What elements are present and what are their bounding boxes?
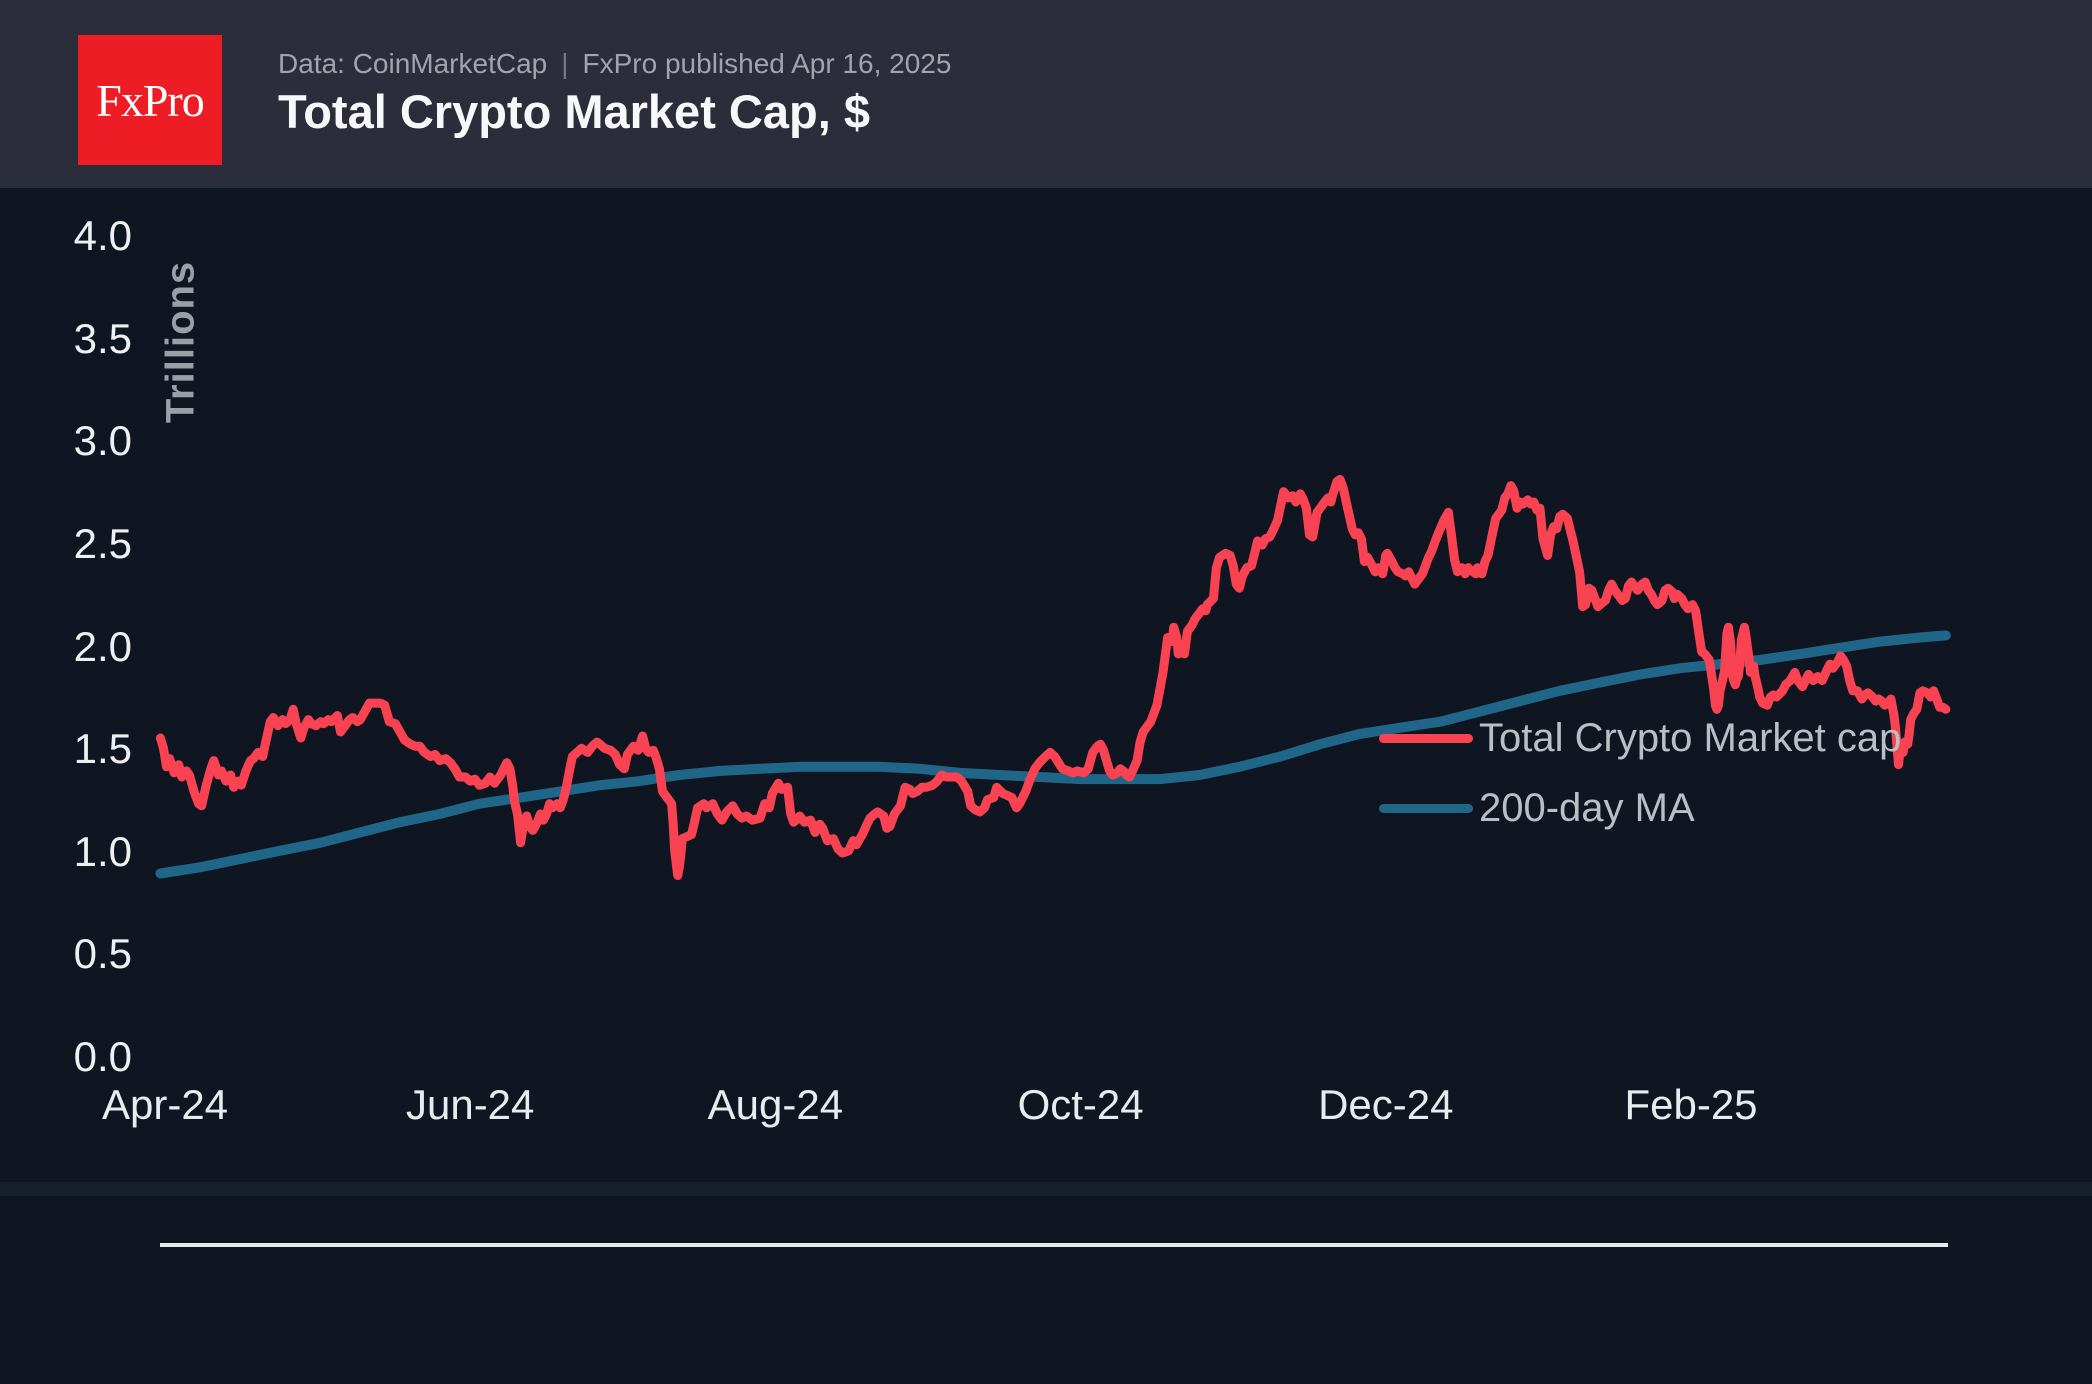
y-tick-label: 1.5: [73, 725, 132, 773]
y-axis-title: Trillions: [158, 260, 203, 424]
footer-strip: [0, 1182, 2092, 1196]
y-tick-label: 0.5: [73, 930, 132, 978]
market-cap-line: [155, 474, 1951, 880]
plot-area: [0, 188, 2092, 1247]
source-separator: |: [561, 48, 569, 79]
ma-line: [155, 630, 1951, 879]
x-tick-label: Feb-25: [1624, 1081, 1758, 1128]
header-bar: FxPro Data: CoinMarketCap | FxPro publishe…: [0, 0, 2092, 188]
source-line: Data: CoinMarketCap | FxPro published Apr …: [278, 48, 951, 80]
y-tick-label: 2.0: [73, 622, 132, 670]
legend-label-market-cap: Total Crypto Market cap: [1479, 715, 1902, 760]
x-tick-label: Oct-24: [1017, 1081, 1144, 1128]
published-label: FxPro published Apr 16, 2025: [582, 48, 952, 79]
x-tick-label: Dec-24: [1318, 1081, 1454, 1128]
ma-line-swatch: [1379, 803, 1473, 813]
y-tick-label: 1.0: [73, 827, 132, 875]
y-tick-label: 3.0: [73, 417, 132, 465]
legend-label-ma: 200-day MA: [1479, 785, 1695, 830]
legend: Total Crypto Market cap 200-day MA: [1379, 716, 1901, 856]
fxpro-logo-text: FxPro: [96, 74, 204, 126]
page-title: Total Crypto Market Cap, $: [278, 85, 870, 138]
y-tick-label: 3.5: [73, 314, 132, 362]
x-tick-label: Apr-24: [101, 1081, 229, 1128]
x-tick-label: Aug-24: [707, 1081, 844, 1128]
y-tick-label: 4.0: [73, 212, 132, 259]
fxpro-crypto-marketcap-chart: { "header": { "logo_text": "FxPro", "sou…: [0, 0, 2092, 1247]
x-tick-label: Jun-24: [405, 1081, 535, 1128]
data-source-label: Data: CoinMarketCap: [278, 48, 548, 79]
y-tick-label: 0.0: [73, 1033, 132, 1080]
fxpro-logo: FxPro: [78, 35, 222, 165]
y-tick-label: 2.5: [73, 519, 132, 567]
market-cap-line-swatch: [1379, 733, 1473, 743]
legend-item-ma: 200-day MA: [1379, 786, 1901, 830]
legend-item-market-cap: Total Crypto Market cap: [1379, 716, 1901, 760]
